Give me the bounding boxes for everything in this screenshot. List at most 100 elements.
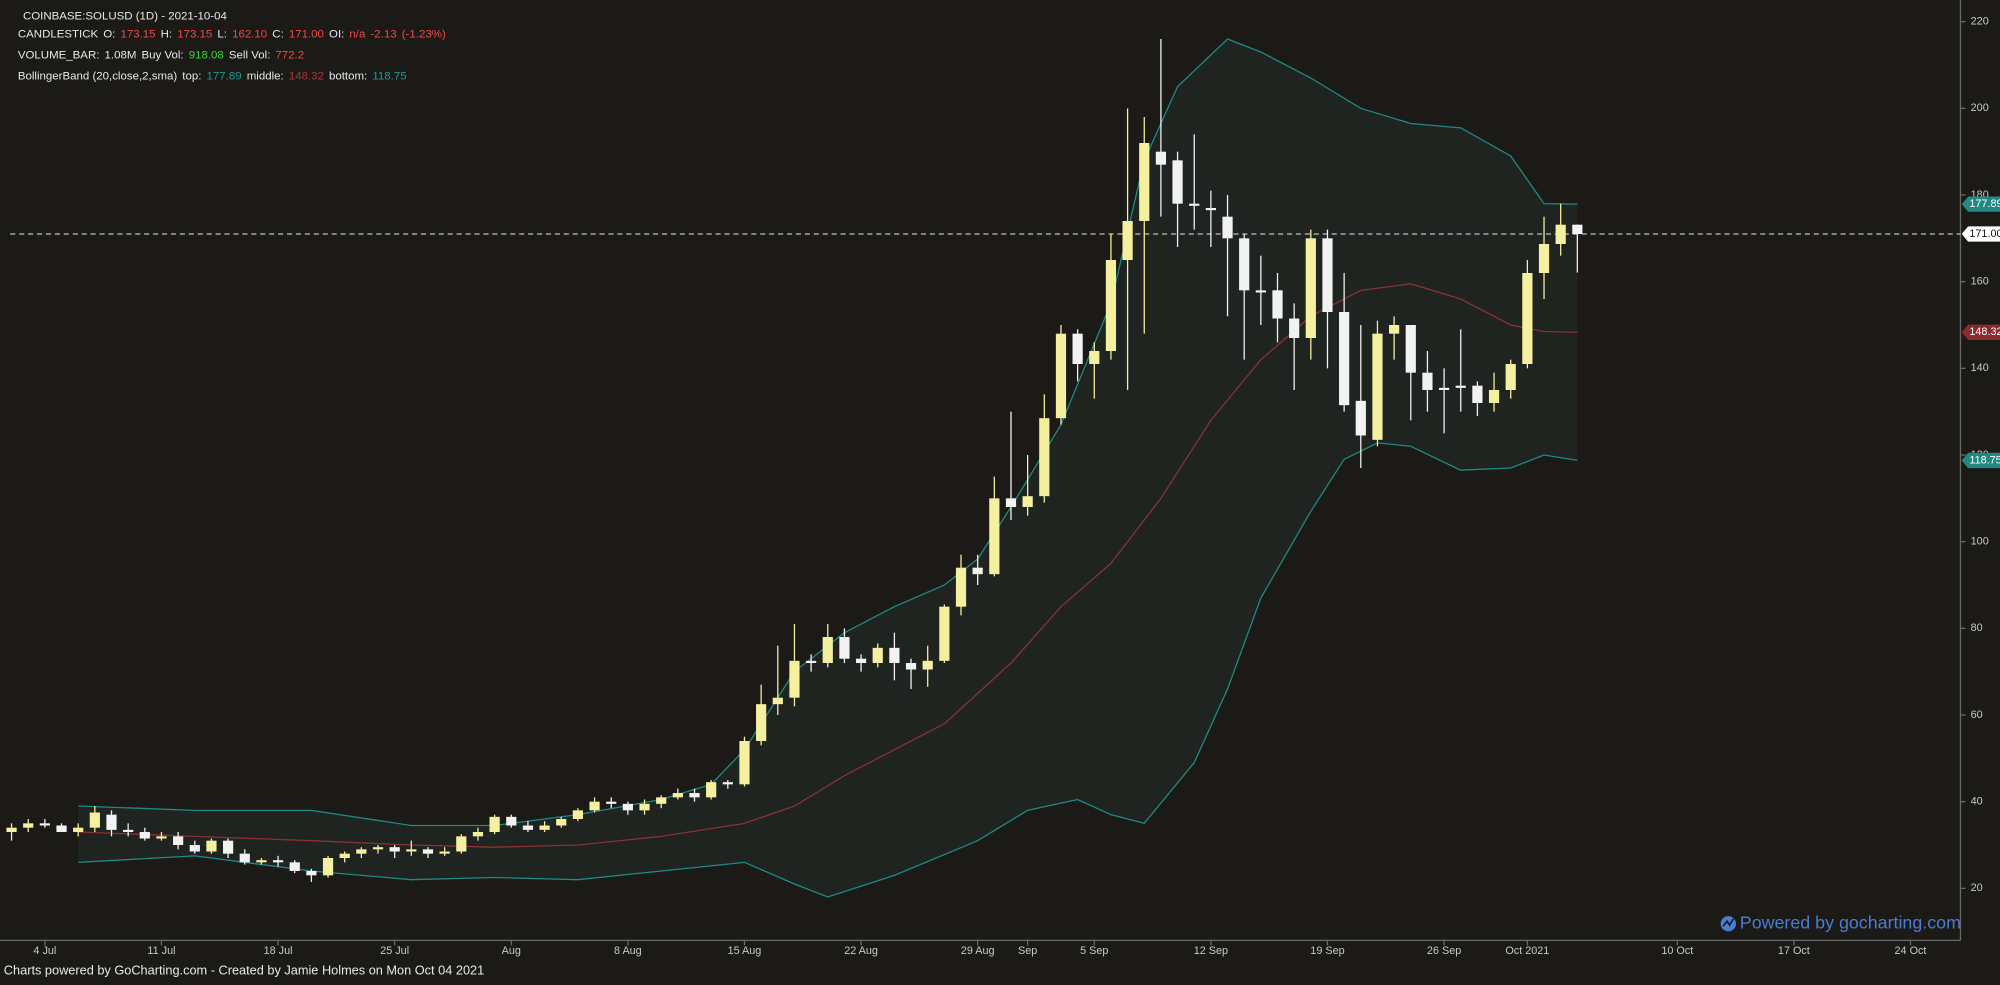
legend-value: (-1.23%): [402, 28, 446, 40]
legend-label: C:: [272, 28, 283, 40]
band-line: [78, 442, 1578, 898]
candle-body: [1172, 160, 1183, 204]
candle-body: [256, 860, 267, 863]
candle-body: [1522, 273, 1533, 365]
candle-body: [806, 660, 817, 664]
candle-body: [23, 823, 34, 828]
candle-body: [539, 825, 550, 830]
y-tick-label: 140: [1971, 362, 1989, 374]
candle-body: [1089, 351, 1100, 365]
y-tick-label: 100: [1971, 536, 1989, 548]
candle-body: [822, 637, 833, 664]
candle-body: [1322, 238, 1333, 313]
y-tick-label: 60: [1971, 709, 1983, 721]
x-tick-label: 15 Aug: [728, 945, 762, 957]
price-tag: [1961, 226, 2000, 242]
legend-label: Sell Vol:: [229, 50, 270, 62]
legend-name: BollingerBand (20,close,2,sma): [18, 71, 178, 83]
candle-body: [1072, 333, 1083, 365]
candle-body: [922, 660, 933, 670]
legend-value: 1.08M: [105, 50, 137, 62]
candle-body: [406, 849, 417, 852]
legend-label: L:: [217, 28, 227, 40]
candle-body: [972, 567, 983, 575]
candle-body: [56, 825, 67, 833]
candle-body: [1505, 364, 1516, 391]
candle-body: [106, 814, 117, 830]
candle-body: [872, 647, 883, 664]
candle-body: [1055, 333, 1067, 419]
candle-body: [1455, 385, 1466, 388]
candle-body: [439, 851, 450, 854]
legend-value: 173.15: [177, 28, 212, 40]
candle-body: [905, 663, 917, 670]
candle-body: [239, 853, 250, 863]
candle-body: [656, 797, 667, 804]
candle-body: [839, 637, 850, 659]
watermark: Powered by gocharting.com: [1720, 912, 1961, 932]
candle-body: [722, 782, 733, 785]
candle-body: [1538, 243, 1550, 274]
candle-body: [1139, 143, 1150, 222]
candle-body: [1039, 418, 1050, 497]
price-tag-label: 171.00: [1969, 228, 2000, 240]
candle-body: [356, 849, 367, 854]
candle-body: [672, 793, 683, 798]
candle-body: [73, 827, 84, 833]
band-fill: [78, 39, 1578, 898]
candle-body: [489, 816, 500, 833]
legend-label: OI:: [329, 28, 344, 40]
candle-body: [939, 606, 950, 661]
legend-value: 772.2: [275, 50, 304, 62]
candle-body: [39, 823, 50, 826]
legend-label: bottom:: [329, 71, 367, 83]
x-tick-label: 26 Sep: [1427, 945, 1461, 957]
candle-body: [689, 793, 700, 798]
candle-body: [272, 860, 284, 863]
x-tick-label: Aug: [502, 945, 521, 957]
x-tick-label: Oct 2021: [1505, 945, 1549, 957]
candle-body: [522, 825, 534, 830]
x-tick-label: 12 Sep: [1194, 945, 1228, 957]
candle-body: [789, 660, 800, 698]
candle-body: [189, 845, 200, 852]
candle-body: [1005, 498, 1017, 508]
legend-value: 173.15: [120, 28, 155, 40]
candle-body: [1205, 208, 1216, 211]
candle-body: [1572, 224, 1583, 235]
candle-body: [156, 836, 167, 839]
candle-body: [1105, 260, 1117, 352]
x-tick-label: 11 Jul: [147, 945, 175, 957]
candle-body: [739, 741, 750, 785]
legend-name: CANDLESTICK: [18, 28, 99, 40]
candle-body: [306, 871, 317, 876]
legend-label: top:: [182, 71, 201, 83]
legend-value: 118.75: [372, 71, 406, 83]
legend-value: 918.08: [189, 50, 224, 62]
legend-value: 162.10: [232, 28, 267, 40]
x-tick-label: 17 Oct: [1778, 945, 1810, 957]
y-tick-label: 200: [1971, 102, 1989, 114]
band-line: [78, 283, 1578, 848]
price-tag: [1961, 324, 2000, 340]
legend-label: O:: [103, 28, 115, 40]
candle-body: [1272, 290, 1283, 319]
legend-label: middle:: [247, 71, 284, 83]
candle-body: [556, 819, 567, 826]
candle-body: [1405, 325, 1416, 373]
candle-body: [855, 658, 867, 664]
footer: Charts powered by GoCharting.com - Creat…: [4, 962, 484, 977]
candle-body: [1222, 216, 1233, 239]
x-tick-label: 29 Aug: [961, 945, 995, 957]
candle-body: [572, 810, 584, 820]
candle-body: [889, 647, 900, 664]
candle-body: [639, 803, 650, 811]
candle-body: [989, 498, 1000, 575]
candle-body: [1339, 312, 1350, 406]
x-tick-label: 4 Jul: [33, 945, 56, 957]
price-tag: [1961, 452, 2000, 469]
y-tick-label: 220: [1971, 16, 1989, 28]
candle-body: [1472, 385, 1483, 404]
candle-body: [289, 862, 300, 872]
